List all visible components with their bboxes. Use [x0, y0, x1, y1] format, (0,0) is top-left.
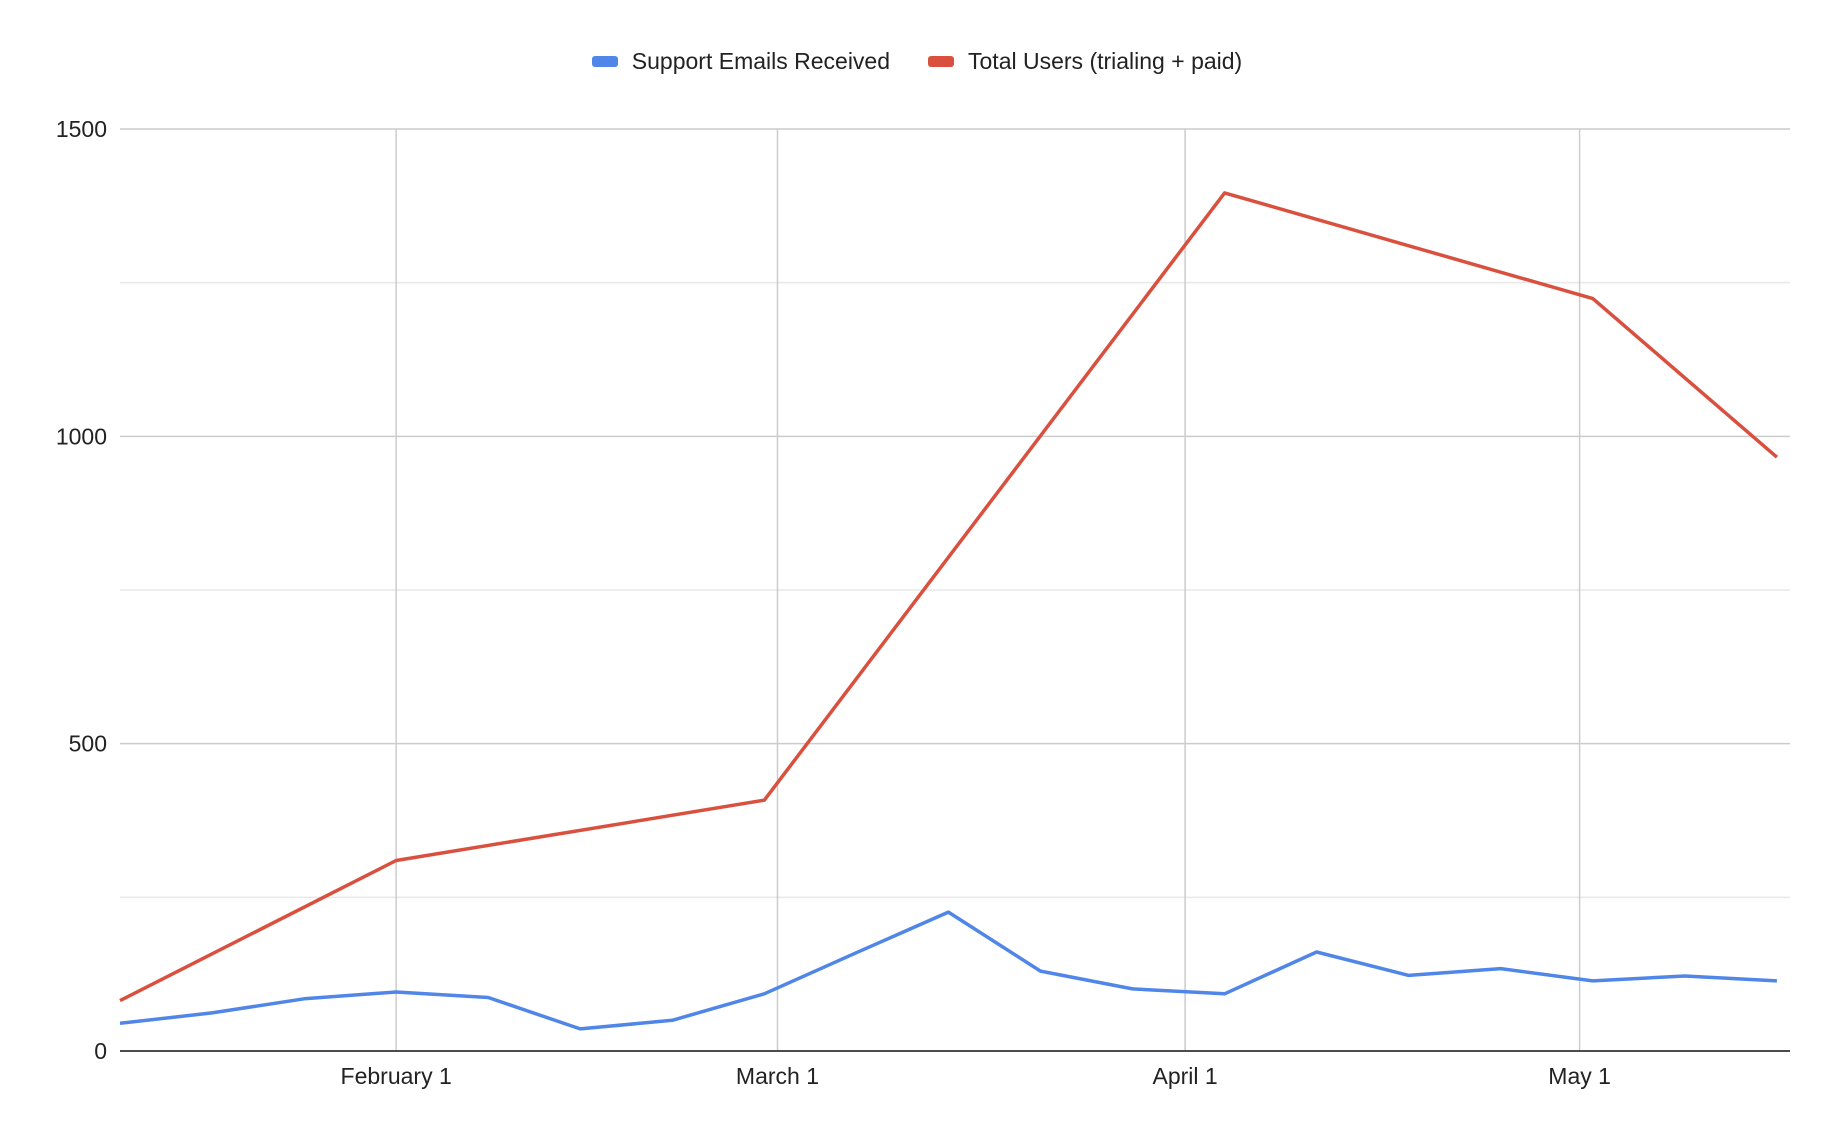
x-tick-label: February 1 — [341, 1063, 452, 1089]
series-line-support-emails — [119, 910, 1777, 1031]
legend-label-support-emails: Support Emails Received — [631, 48, 891, 74]
x-tick-label: March 1 — [736, 1063, 819, 1089]
legend-label-total-users: Total Users (trialing + paid) — [968, 48, 1243, 74]
y-tick-label: 1500 — [56, 116, 107, 142]
legend-item-total-users: Total Users (trialing + paid) — [928, 48, 1242, 75]
y-tick-label: 500 — [69, 731, 107, 757]
series-line-total-users — [119, 191, 1779, 1003]
x-tick-label: April 1 — [1153, 1063, 1218, 1089]
legend: Support Emails Received Total Users (tri… — [0, 48, 1834, 75]
x-tick-label: May 1 — [1548, 1063, 1611, 1089]
legend-item-support-emails: Support Emails Received — [591, 48, 891, 75]
legend-swatch-support-emails — [591, 56, 618, 67]
y-tick-label: 1000 — [56, 423, 107, 449]
legend-swatch-total-users — [928, 56, 955, 67]
y-tick-label: 0 — [94, 1038, 107, 1064]
